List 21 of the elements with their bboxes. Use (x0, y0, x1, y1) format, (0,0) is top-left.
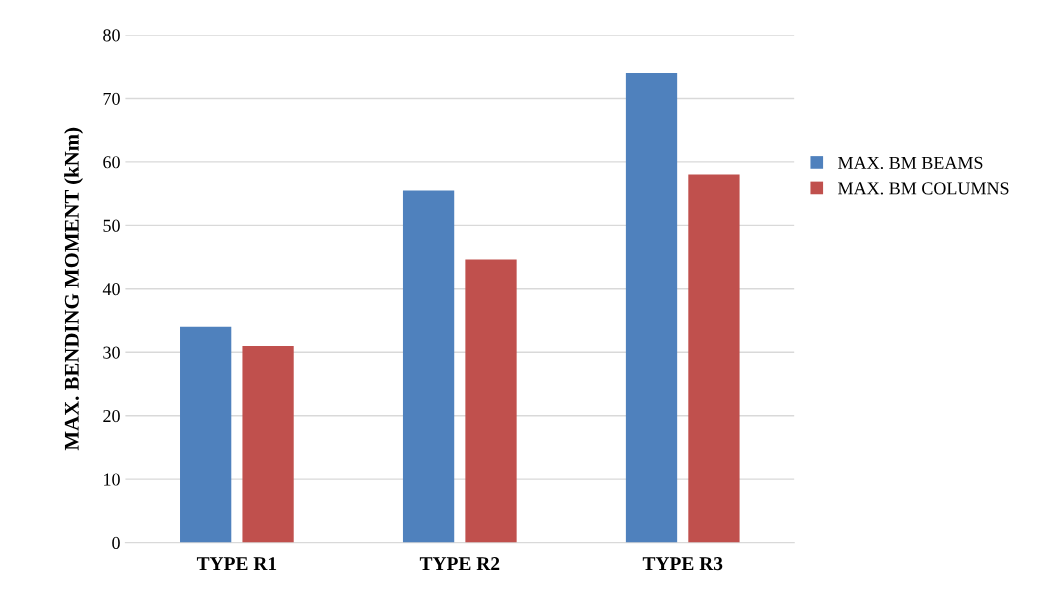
y-tick-label: 40 (102, 283, 120, 296)
x-tick-label: TYPE R2 (419, 557, 500, 570)
y-tick-label: 0 (112, 536, 120, 550)
bar (465, 259, 517, 543)
y-tick-label: 20 (103, 409, 120, 423)
bar (625, 73, 678, 543)
bar (402, 190, 455, 543)
y-tick-label: 80 (103, 29, 120, 42)
y-tick-label: 10 (104, 473, 120, 486)
y-tick-label: 50 (103, 219, 120, 232)
x-tick-label: TYPE R1 (196, 557, 277, 570)
legend-label: MAX. BM COLUMNS (838, 182, 1009, 195)
bar (180, 326, 232, 543)
y-axis-title: MAX. BENDING MOMENT (kNm) (64, 127, 84, 451)
y-tick-label: 60 (103, 156, 120, 169)
y-tick-label: 70 (103, 92, 120, 105)
y-tick-label: 30 (103, 346, 120, 359)
bar (242, 345, 294, 543)
legend-label: MAX. BM BEAMS (838, 156, 983, 170)
x-tick-label: TYPE R3 (642, 557, 723, 571)
bar (688, 174, 740, 543)
